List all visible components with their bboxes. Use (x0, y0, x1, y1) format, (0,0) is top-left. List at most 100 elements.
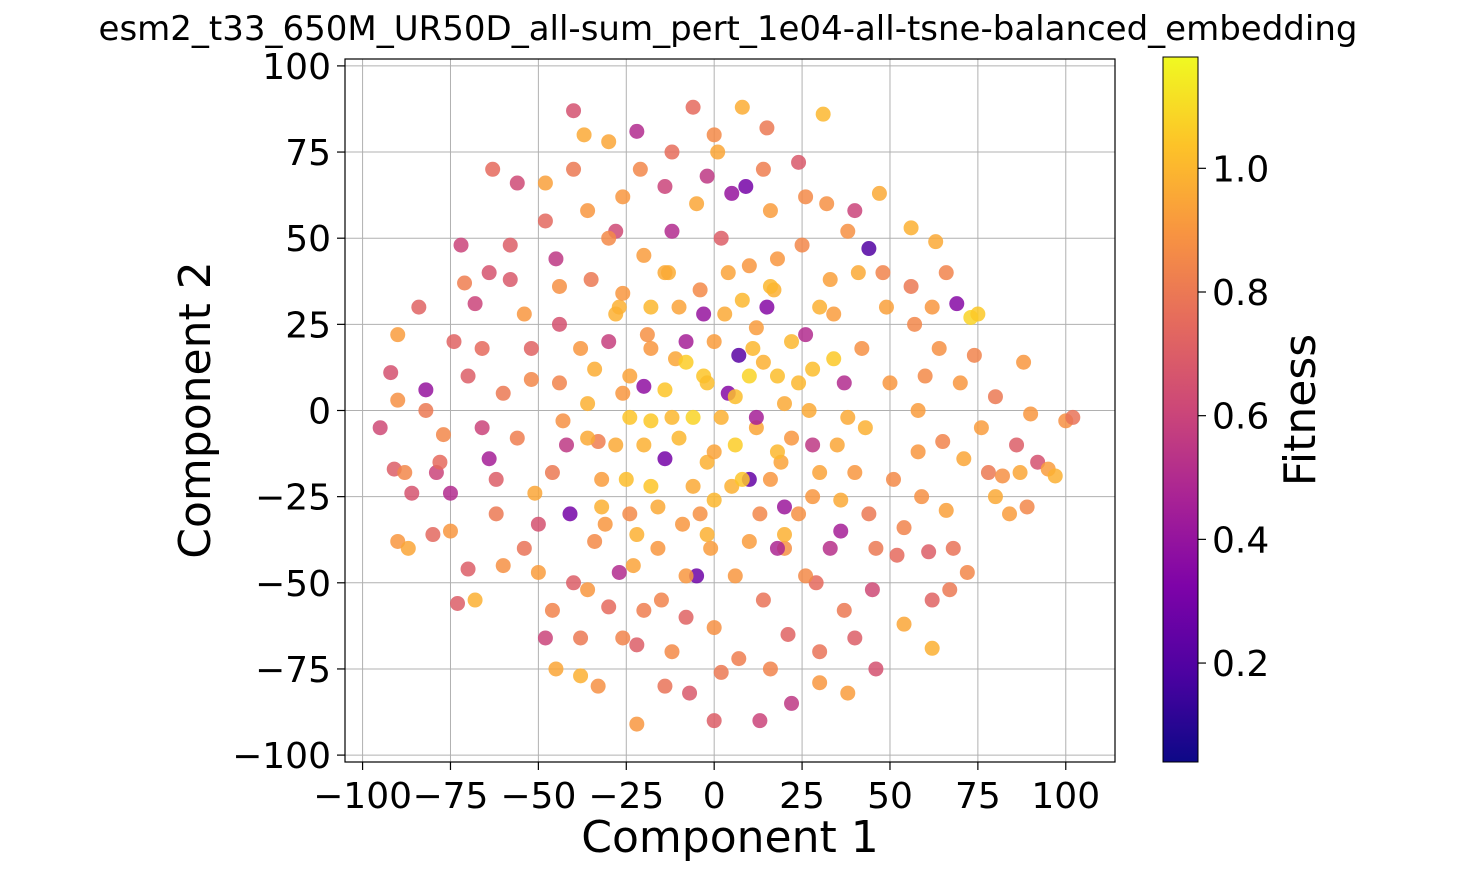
data-point (643, 299, 659, 315)
data-point (580, 582, 596, 598)
data-point (615, 285, 631, 301)
data-point (450, 595, 466, 611)
data-point (748, 320, 764, 336)
grid-lines (345, 59, 1115, 762)
data-point (752, 713, 768, 729)
data-point (798, 568, 814, 584)
data-point (481, 265, 497, 281)
data-point (587, 533, 603, 549)
data-point (678, 354, 694, 370)
data-point (780, 626, 796, 642)
data-point (664, 644, 680, 660)
data-point (474, 420, 490, 436)
data-point (805, 361, 821, 377)
data-point (664, 144, 680, 160)
data-point (608, 437, 624, 453)
data-point (664, 223, 680, 239)
colorbar (1162, 56, 1199, 763)
data-point (530, 516, 546, 532)
data-point (495, 385, 511, 401)
data-point (878, 299, 894, 315)
data-point (383, 365, 399, 381)
data-point (959, 564, 975, 580)
data-point (442, 523, 458, 539)
data-point (847, 630, 863, 646)
data-point (784, 334, 800, 350)
data-point (970, 306, 986, 322)
data-point (509, 430, 525, 446)
data-point (551, 316, 567, 332)
data-point (731, 347, 747, 363)
data-point (1047, 468, 1063, 484)
data-point (791, 506, 807, 522)
data-point (829, 437, 845, 453)
data-point (882, 375, 898, 391)
data-point (467, 296, 483, 312)
data-point (474, 340, 490, 356)
data-point (752, 506, 768, 522)
data-point (530, 564, 546, 580)
data-point (583, 272, 599, 288)
data-point (467, 592, 483, 608)
x-tick-label: 25 (779, 776, 825, 817)
data-point (871, 185, 887, 201)
data-point (566, 103, 582, 119)
data-point (390, 392, 406, 408)
data-point (418, 382, 434, 398)
data-point (938, 265, 954, 281)
data-point (868, 540, 884, 556)
data-point (748, 420, 764, 436)
data-point (861, 241, 877, 257)
data-point (696, 306, 712, 322)
data-point (551, 375, 567, 391)
data-point (685, 99, 701, 115)
data-point (935, 434, 951, 450)
data-point (713, 230, 729, 246)
data-point (636, 437, 652, 453)
data-point (741, 533, 757, 549)
data-point (826, 351, 842, 367)
data-point (537, 213, 553, 229)
data-point (868, 661, 884, 677)
data-point (762, 278, 778, 294)
data-point (815, 106, 831, 122)
data-point (759, 299, 775, 315)
data-point (618, 471, 634, 487)
data-point (601, 230, 617, 246)
data-point (689, 196, 705, 212)
data-point (566, 161, 582, 177)
y-tick-label: −50 (255, 564, 331, 605)
data-point (636, 247, 652, 263)
x-tick-label: 50 (867, 776, 913, 817)
y-tick-label: 100 (262, 47, 331, 88)
colorbar-tick-label: 0.2 (1212, 644, 1269, 685)
data-point (566, 575, 582, 591)
data-point (573, 630, 589, 646)
colorbar-tick-label: 0.4 (1212, 520, 1269, 561)
data-point (924, 640, 940, 656)
data-point (692, 282, 708, 298)
data-point (559, 437, 575, 453)
data-point (928, 234, 944, 250)
data-point (812, 675, 828, 691)
data-point (864, 582, 880, 598)
data-point (914, 489, 930, 505)
data-point (812, 299, 828, 315)
data-point (678, 609, 694, 625)
data-point (840, 223, 856, 239)
x-axis-label: Component 1 (581, 812, 878, 863)
data-point (685, 409, 701, 425)
data-point (671, 299, 687, 315)
data-point (931, 340, 947, 356)
data-point (745, 340, 761, 356)
data-point (713, 664, 729, 680)
data-point (762, 661, 778, 677)
data-point (956, 451, 972, 467)
data-point (847, 465, 863, 481)
data-point (488, 471, 504, 487)
data-point (516, 306, 532, 322)
data-point (548, 251, 564, 267)
data-point (615, 189, 631, 205)
data-point (551, 278, 567, 294)
